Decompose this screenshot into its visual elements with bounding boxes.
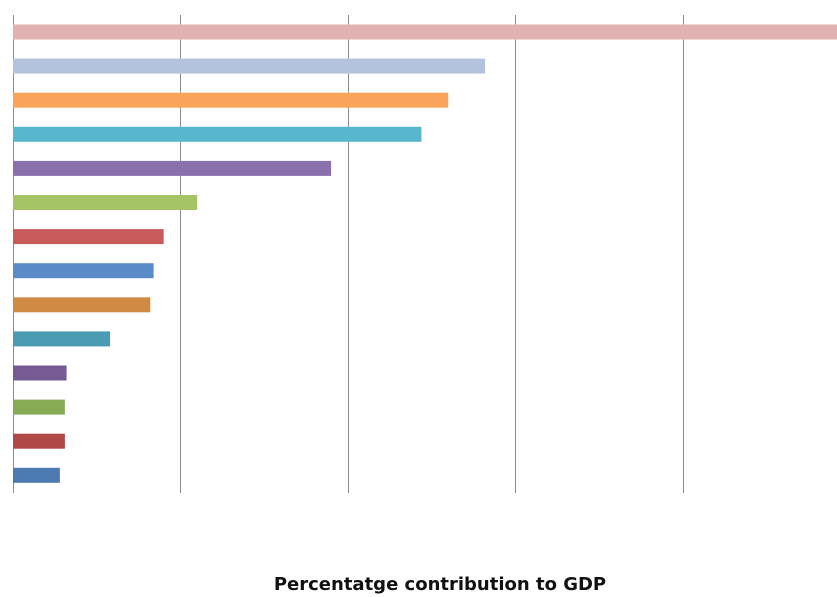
bar [13, 297, 151, 313]
bar [13, 467, 60, 483]
gridlines [13, 15, 684, 493]
bar [13, 160, 332, 176]
bar [13, 24, 837, 40]
bar [13, 399, 65, 415]
bars [13, 24, 837, 483]
bar [13, 58, 486, 74]
bar [13, 433, 65, 449]
bar [13, 126, 422, 142]
bar [13, 92, 449, 108]
bar [13, 263, 154, 279]
bar [13, 195, 198, 210]
bar [13, 229, 164, 245]
bar [13, 365, 67, 381]
x-axis-label: Percentatge contribution to GDP [273, 574, 607, 595]
bar [13, 331, 111, 347]
